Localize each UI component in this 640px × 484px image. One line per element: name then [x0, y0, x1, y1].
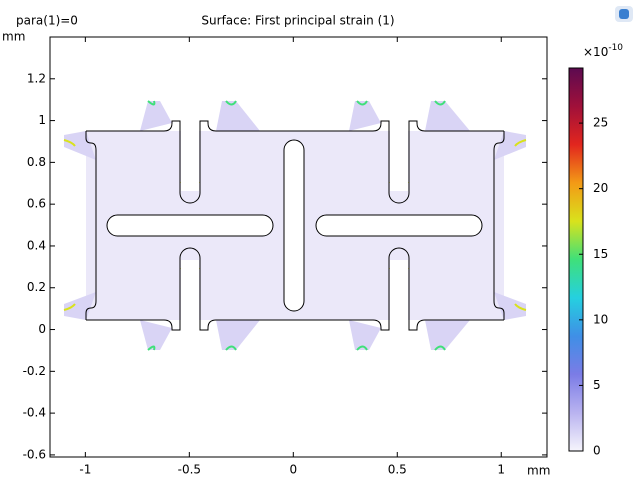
y-tick-label: 0.2 [27, 280, 46, 294]
colorbar [568, 67, 584, 452]
x-tick-label: 0 [289, 463, 297, 477]
y-tick-label: 0.6 [27, 197, 46, 211]
chart-title: Surface: First principal strain (1) [201, 14, 394, 28]
y-tick-label: 0 [38, 322, 46, 336]
colorbar-tick-label: 20 [593, 181, 608, 195]
x-unit: mm [527, 464, 550, 478]
plot-frame [49, 36, 548, 458]
colorbar-multiplier: ×10 [583, 45, 608, 59]
colorbar-tick-label: 5 [593, 378, 601, 392]
y-tick-label: 0.4 [27, 238, 46, 252]
y-tick-label: 0.8 [27, 155, 46, 169]
toolbar-icon[interactable] [615, 6, 633, 22]
colorbar-tick-label: 10 [593, 312, 608, 326]
x-tick-label: -0.5 [178, 463, 201, 477]
x-tick-label: 1 [497, 463, 505, 477]
parameter-label: para(1)=0 [16, 14, 78, 28]
colorbar-exponent: ×10-10 [583, 43, 623, 59]
x-tick-label: 0.5 [388, 463, 407, 477]
x-tick-label: -1 [79, 463, 91, 477]
y-tick-label: 1.2 [27, 71, 46, 85]
y-tick-label: 1 [38, 113, 46, 127]
y-tick-label: -0.6 [23, 447, 46, 461]
colorbar-tick-label: 25 [593, 116, 608, 130]
y-unit: mm [2, 30, 25, 44]
colorbar-power: -10 [608, 43, 623, 53]
colorbar-tick-label: 15 [593, 247, 608, 261]
y-tick-label: -0.2 [23, 364, 46, 378]
geometry-outline [85, 120, 505, 331]
y-tick-label: -0.4 [23, 406, 46, 420]
colorbar-tick-label: 0 [593, 444, 601, 458]
